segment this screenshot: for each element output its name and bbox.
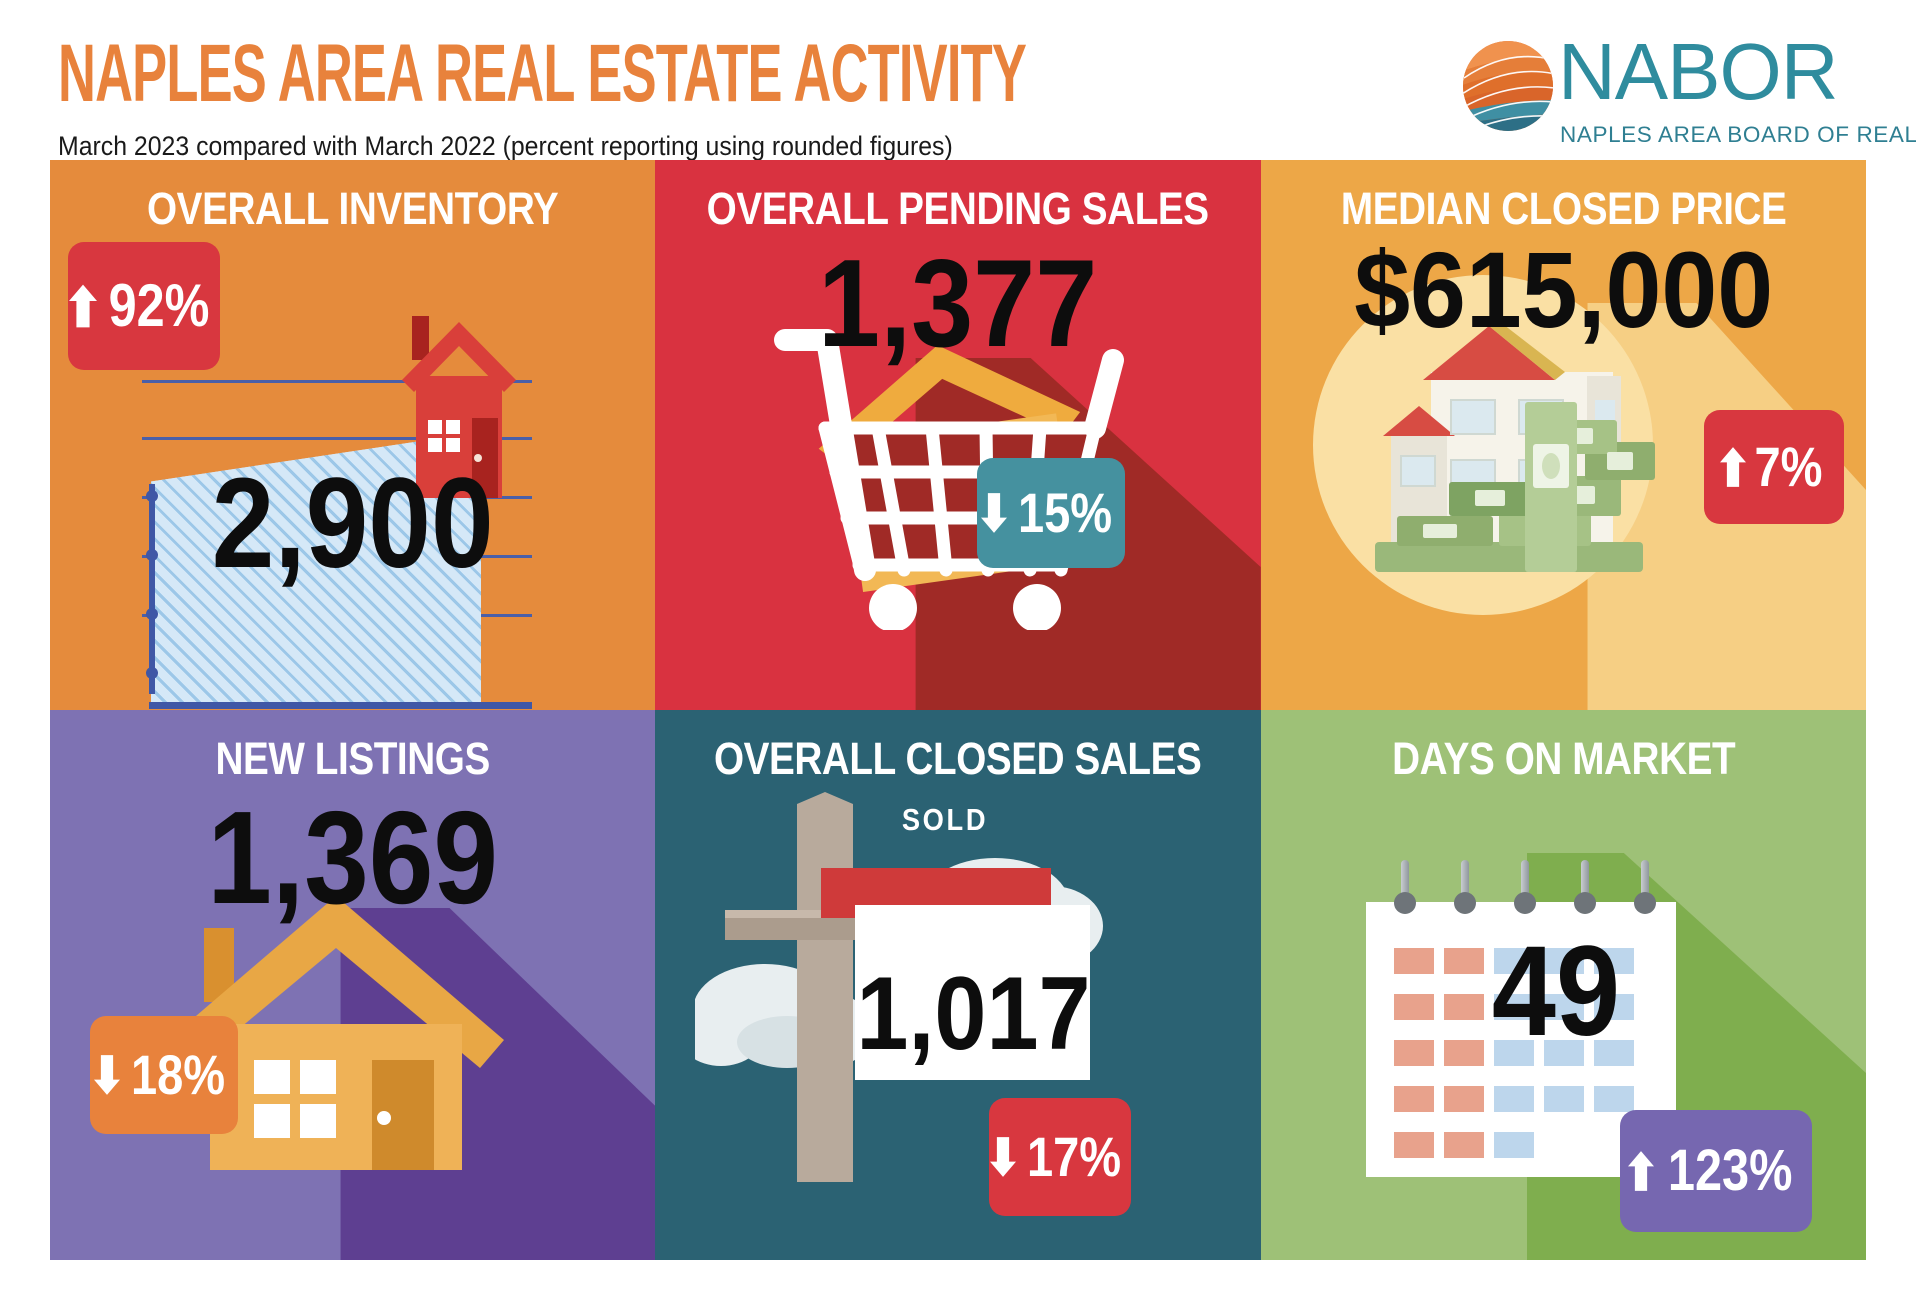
arrow-up-icon (1719, 446, 1746, 488)
badge-percent-overall-inventory: 92% (108, 272, 210, 339)
sign-label-sold: SOLD (902, 802, 989, 837)
sign-white-board (855, 905, 1091, 1080)
panel-title-overall-closed-sales: OVERALL CLOSED SALES (714, 733, 1202, 784)
badge-days-on-market: 123% (1619, 1110, 1812, 1232)
house-money-icon (1339, 310, 1669, 600)
red-house-icon (400, 310, 518, 500)
nabor-tagline-text: NAPLES AREA BOARD OF REALTORS (1560, 122, 1916, 147)
arrow-down-icon (93, 1054, 120, 1096)
arrow-up-icon (1627, 1150, 1654, 1192)
badge-new-listings: 18% (90, 1016, 238, 1134)
panel-overall-closed-sales: OVERALL CLOSED SALES (655, 710, 1261, 1260)
panel-title-median-closed-price: MEDIAN CLOSED PRICE (1340, 183, 1787, 234)
badge-percent-overall-pending-sales: 15% (1018, 481, 1113, 544)
page-subtitle: March 2023 compared with March 2022 (per… (58, 131, 953, 161)
nabor-wordmark: NABOR (1558, 27, 1838, 116)
arrow-down-icon (981, 492, 1008, 534)
panel-title-overall-inventory: OVERALL INVENTORY (147, 183, 559, 234)
value-overall-pending-sales: 1,377 (818, 235, 1098, 373)
panel-title-days-on-market: DAYS ON MARKET (1391, 733, 1735, 784)
badge-percent-median-closed-price: 7% (1753, 435, 1822, 498)
badge-percent-new-listings: 18% (130, 1043, 226, 1106)
panel-median-closed-price: MEDIAN CLOSED PRICE (1260, 160, 1866, 710)
nabor-logo: NABOR NAPLES AREA BOARD OF REALTORS® (1460, 32, 1916, 152)
badge-percent-days-on-market: 123% (1667, 1138, 1793, 1203)
value-overall-closed-sales: 1,017 (856, 956, 1091, 1072)
badge-overall-pending-sales: 15% (977, 458, 1126, 568)
panel-days-on-market: DAYS ON MARKET (1260, 710, 1866, 1260)
panel-title-new-listings: NEW LISTINGS (215, 733, 490, 784)
badge-median-closed-price: 7% (1703, 410, 1844, 524)
value-median-closed-price: $615,000 (1353, 229, 1773, 350)
nabor-tagline: NAPLES AREA BOARD OF REALTORS® (1560, 122, 1916, 147)
header: NAPLES AREA REAL ESTATE ACTIVITY March 2… (0, 0, 1916, 196)
panel-overall-pending-sales: OVERALL PENDING SALES 1,377 (655, 160, 1261, 710)
arrow-down-icon (990, 1136, 1017, 1178)
panel-new-listings: NEW LISTINGS 1,369 18% (50, 710, 656, 1260)
badge-overall-closed-sales: 17% (989, 1098, 1132, 1216)
badge-percent-overall-closed-sales: 17% (1027, 1125, 1122, 1188)
badge-overall-inventory: 92% (68, 242, 220, 370)
value-days-on-market: 49 (1491, 920, 1620, 1063)
value-overall-inventory: 2,900 (211, 452, 494, 595)
calendar-icon (1365, 860, 1676, 1180)
arrow-up-icon (68, 284, 97, 328)
value-new-listings: 1,369 (207, 784, 499, 931)
house-icon (168, 870, 504, 1170)
page-title: NAPLES AREA REAL ESTATE ACTIVITY (58, 26, 1027, 120)
stats-grid: OVERALL INVENTORY (50, 160, 1866, 1260)
panel-overall-inventory: OVERALL INVENTORY (50, 160, 656, 710)
nabor-shell-icon (1460, 38, 1556, 134)
panel-title-overall-pending-sales: OVERALL PENDING SALES (706, 183, 1210, 234)
